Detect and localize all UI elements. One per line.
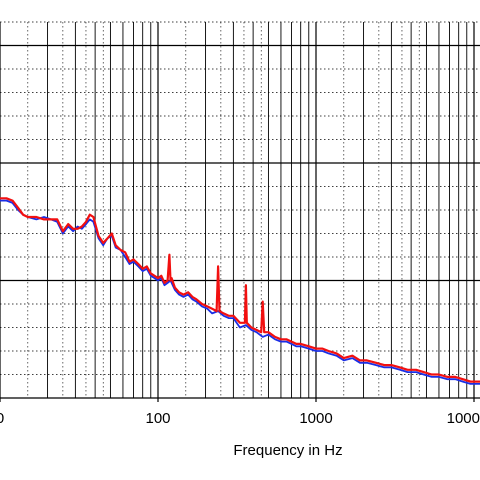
x-tick-label: 1000 [447,410,480,427]
x-tick-label: 0 [0,410,4,427]
series-layer [0,197,480,385]
x-tick-label: 1000 [299,410,332,427]
series-line-1 [0,199,480,385]
minor-grid [0,21,480,398]
x-tick-label: 100 [145,410,170,427]
x-tick-labels: 0 100 1000 1000 [0,410,480,427]
x-axis-label: Frequency in Hz [233,442,342,459]
major-grid [0,22,480,402]
series-line-2 [0,197,480,383]
